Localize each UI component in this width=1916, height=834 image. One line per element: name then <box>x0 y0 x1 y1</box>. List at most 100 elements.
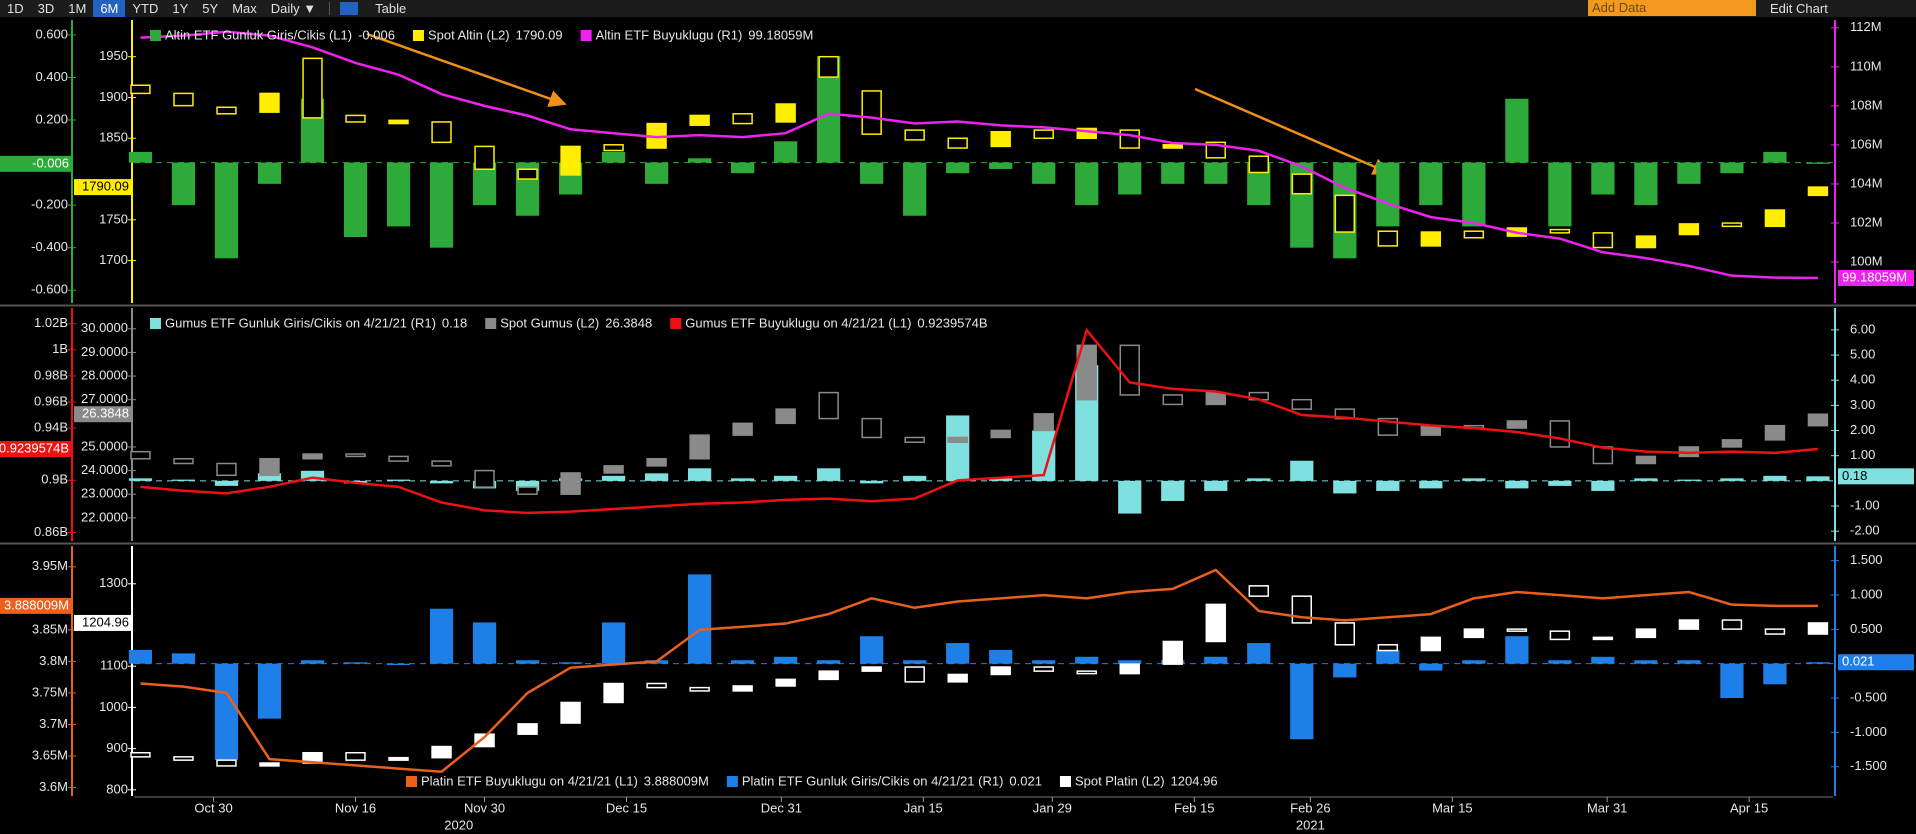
legend-swatch <box>580 30 592 41</box>
flow-bar <box>1333 480 1357 494</box>
y-tick-label: -1.000 <box>1850 724 1887 739</box>
candle-body <box>1162 144 1183 149</box>
candle-body <box>1549 630 1571 641</box>
candle-body <box>1420 231 1442 247</box>
y-tick-label: 1900 <box>99 89 128 104</box>
candle-body <box>1807 622 1829 635</box>
legend-value: 1790.09 <box>516 27 563 42</box>
tag-box <box>0 155 72 172</box>
range-button[interactable]: YTD <box>132 1 159 16</box>
flow-bar <box>1290 460 1314 481</box>
flow-bar <box>343 162 368 238</box>
toolbar: 1D 3D 1M 6M YTD 1Y 5Y Max Daily ▼ Table <box>0 0 1916 17</box>
flow-bar <box>1462 478 1486 481</box>
frequency-select[interactable]: Daily ▼ <box>270 1 317 16</box>
flow-bar <box>300 470 325 481</box>
range-button[interactable]: 1Y <box>172 1 189 16</box>
separator <box>329 2 331 15</box>
range-button[interactable]: 5Y <box>202 1 219 16</box>
flow-bar <box>1462 660 1486 664</box>
flow-bar <box>1118 162 1142 195</box>
y-tick-label: 1100 <box>100 658 128 673</box>
flow-bar <box>1032 162 1056 184</box>
range-button[interactable]: 6M <box>93 0 126 17</box>
candle-body <box>990 666 1011 676</box>
y-tick-label: 1850 <box>99 130 128 145</box>
legend-label: Altin ETF Buyuklugu (R1) <box>596 27 743 42</box>
legend-value: 1204.96 <box>1171 773 1218 788</box>
y-tick-label: 22.0000 <box>81 509 128 524</box>
edit-chart-label[interactable]: Edit Chart <box>1770 1 1828 16</box>
tag-label: 99.18059M <box>1842 269 1907 284</box>
flow-bar <box>1419 480 1443 489</box>
last-value-tag: 0.18 <box>1838 468 1914 485</box>
range-button[interactable]: 1D <box>7 1 24 16</box>
table-button[interactable]: Table <box>375 1 407 16</box>
y-tick-label: 5.00 <box>1850 346 1875 361</box>
flow-bar <box>774 141 798 163</box>
flow-bar <box>1763 663 1787 685</box>
flow-bar <box>601 622 626 664</box>
flow-bar <box>1505 480 1529 489</box>
candle-body <box>1334 622 1356 646</box>
flow-bar <box>343 662 368 664</box>
flow-bar <box>472 162 497 206</box>
candle-body <box>474 145 495 170</box>
y-tick-label: 112M <box>1850 19 1882 34</box>
y-tick-label: 3.65M <box>32 747 68 762</box>
flow-bar <box>1376 480 1400 491</box>
x-year-label: 2020 <box>444 817 473 832</box>
candle-body <box>1506 420 1528 429</box>
flow-bar <box>1505 98 1529 163</box>
candle-body <box>947 137 968 149</box>
y-tick-label: 29.0000 <box>81 344 128 359</box>
flow-bar <box>1204 162 1228 184</box>
flow-bar <box>688 158 712 163</box>
flow-bar <box>1333 663 1357 678</box>
y-tick-label: 0.600 <box>35 26 68 41</box>
tag-label: 1204.96 <box>82 614 129 629</box>
legend-swatch <box>1059 776 1071 787</box>
candle-body <box>560 701 581 724</box>
candle-body <box>1248 155 1269 174</box>
add-data-input[interactable]: Add Data <box>1588 0 1756 16</box>
candle-body <box>345 114 366 123</box>
legend-swatch <box>150 318 161 329</box>
y-tick-label: 1300 <box>99 575 128 590</box>
flow-bar <box>1161 162 1185 184</box>
last-value-tag: 1204.96 <box>74 614 132 631</box>
flow-bar <box>946 415 970 481</box>
candle-body <box>689 686 710 692</box>
flow-bar <box>429 162 454 248</box>
candle-body <box>1334 194 1356 233</box>
y-tick-label: 1950 <box>99 48 128 63</box>
candle-body <box>474 733 495 748</box>
flow-bar <box>472 622 497 664</box>
candle-body <box>173 756 194 761</box>
flow-bar <box>1763 151 1787 163</box>
flow-bar <box>989 478 1013 481</box>
chart-type-icon[interactable] <box>340 2 359 15</box>
edit-chart-button[interactable]: Edit Chart <box>1770 0 1828 17</box>
candle-body <box>388 756 409 761</box>
last-value-tag: -0.006 <box>0 155 72 172</box>
candle-body <box>173 458 194 465</box>
legend-value: 0.021 <box>1009 773 1042 788</box>
range-button[interactable]: 1M <box>68 1 87 16</box>
flow-bar <box>1032 430 1056 481</box>
flow-bar <box>1763 475 1787 481</box>
tag-label: 1790.09 <box>82 179 129 194</box>
y-tick-label: -0.200 <box>31 197 68 212</box>
x-tick-label: Jan 29 <box>1033 800 1072 815</box>
candle-body <box>861 90 882 135</box>
legend-label: Spot Altin (L2) <box>428 27 510 42</box>
range-button[interactable]: Max <box>232 1 257 16</box>
legend-swatch <box>406 776 417 787</box>
flow-bar <box>1806 476 1830 481</box>
candle-body <box>1377 230 1399 247</box>
flow-bar <box>1376 649 1400 664</box>
candle-body <box>990 130 1011 148</box>
flow-bar <box>774 656 798 664</box>
range-button[interactable]: 3D <box>37 1 55 16</box>
